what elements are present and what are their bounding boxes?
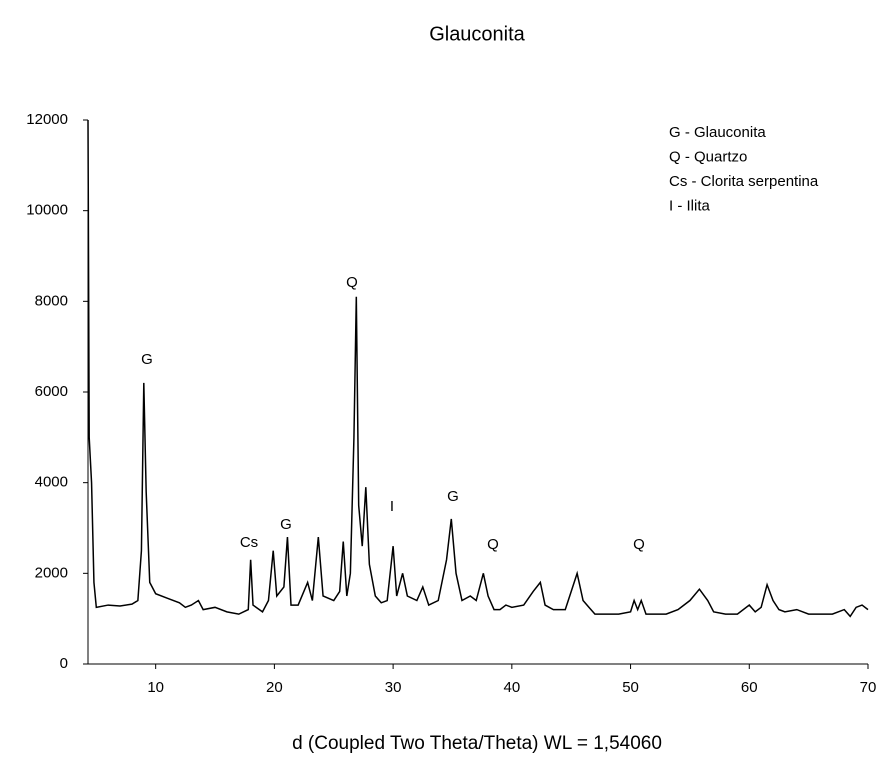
data-line — [87, 119, 869, 618]
y-tick-label: 2000 — [35, 564, 68, 581]
x-tick-label: 50 — [622, 679, 639, 696]
chart-title: Glauconita — [429, 23, 525, 45]
peak-label: Q — [487, 536, 499, 553]
y-tick-label: 0 — [60, 655, 68, 672]
y-tick-label: 10000 — [26, 202, 68, 219]
y-tick-label: 8000 — [35, 292, 68, 309]
legend-text: G - Glauconita — [669, 124, 766, 141]
x-tick-label: 70 — [860, 679, 877, 696]
x-tick-label: 30 — [385, 679, 402, 696]
x-tick-label: 20 — [266, 679, 283, 696]
legend-text: I - Ilita — [669, 197, 710, 214]
legend-text: Q - Quartzo — [669, 148, 747, 165]
peak-label: Cs — [240, 534, 258, 551]
x-tick-label: 60 — [741, 679, 758, 696]
x-tick-label: 10 — [147, 679, 164, 696]
y-tick-label: 6000 — [35, 383, 68, 400]
peak-label: G — [280, 516, 292, 533]
y-tick-label: 12000 — [26, 111, 68, 128]
peak-label: Q — [346, 274, 358, 291]
y-tick-label: 4000 — [35, 474, 68, 491]
peak-label: G — [447, 488, 459, 505]
x-tick-label: 40 — [503, 679, 520, 696]
peak-label: Q — [633, 536, 645, 553]
legend-text: Cs - Clorita serpentina — [669, 173, 819, 190]
peak-label: G — [141, 351, 153, 368]
x-axis-label: d (Coupled Two Theta/Theta) WL = 1,54060 — [292, 733, 662, 754]
peak-label: I — [390, 498, 394, 515]
